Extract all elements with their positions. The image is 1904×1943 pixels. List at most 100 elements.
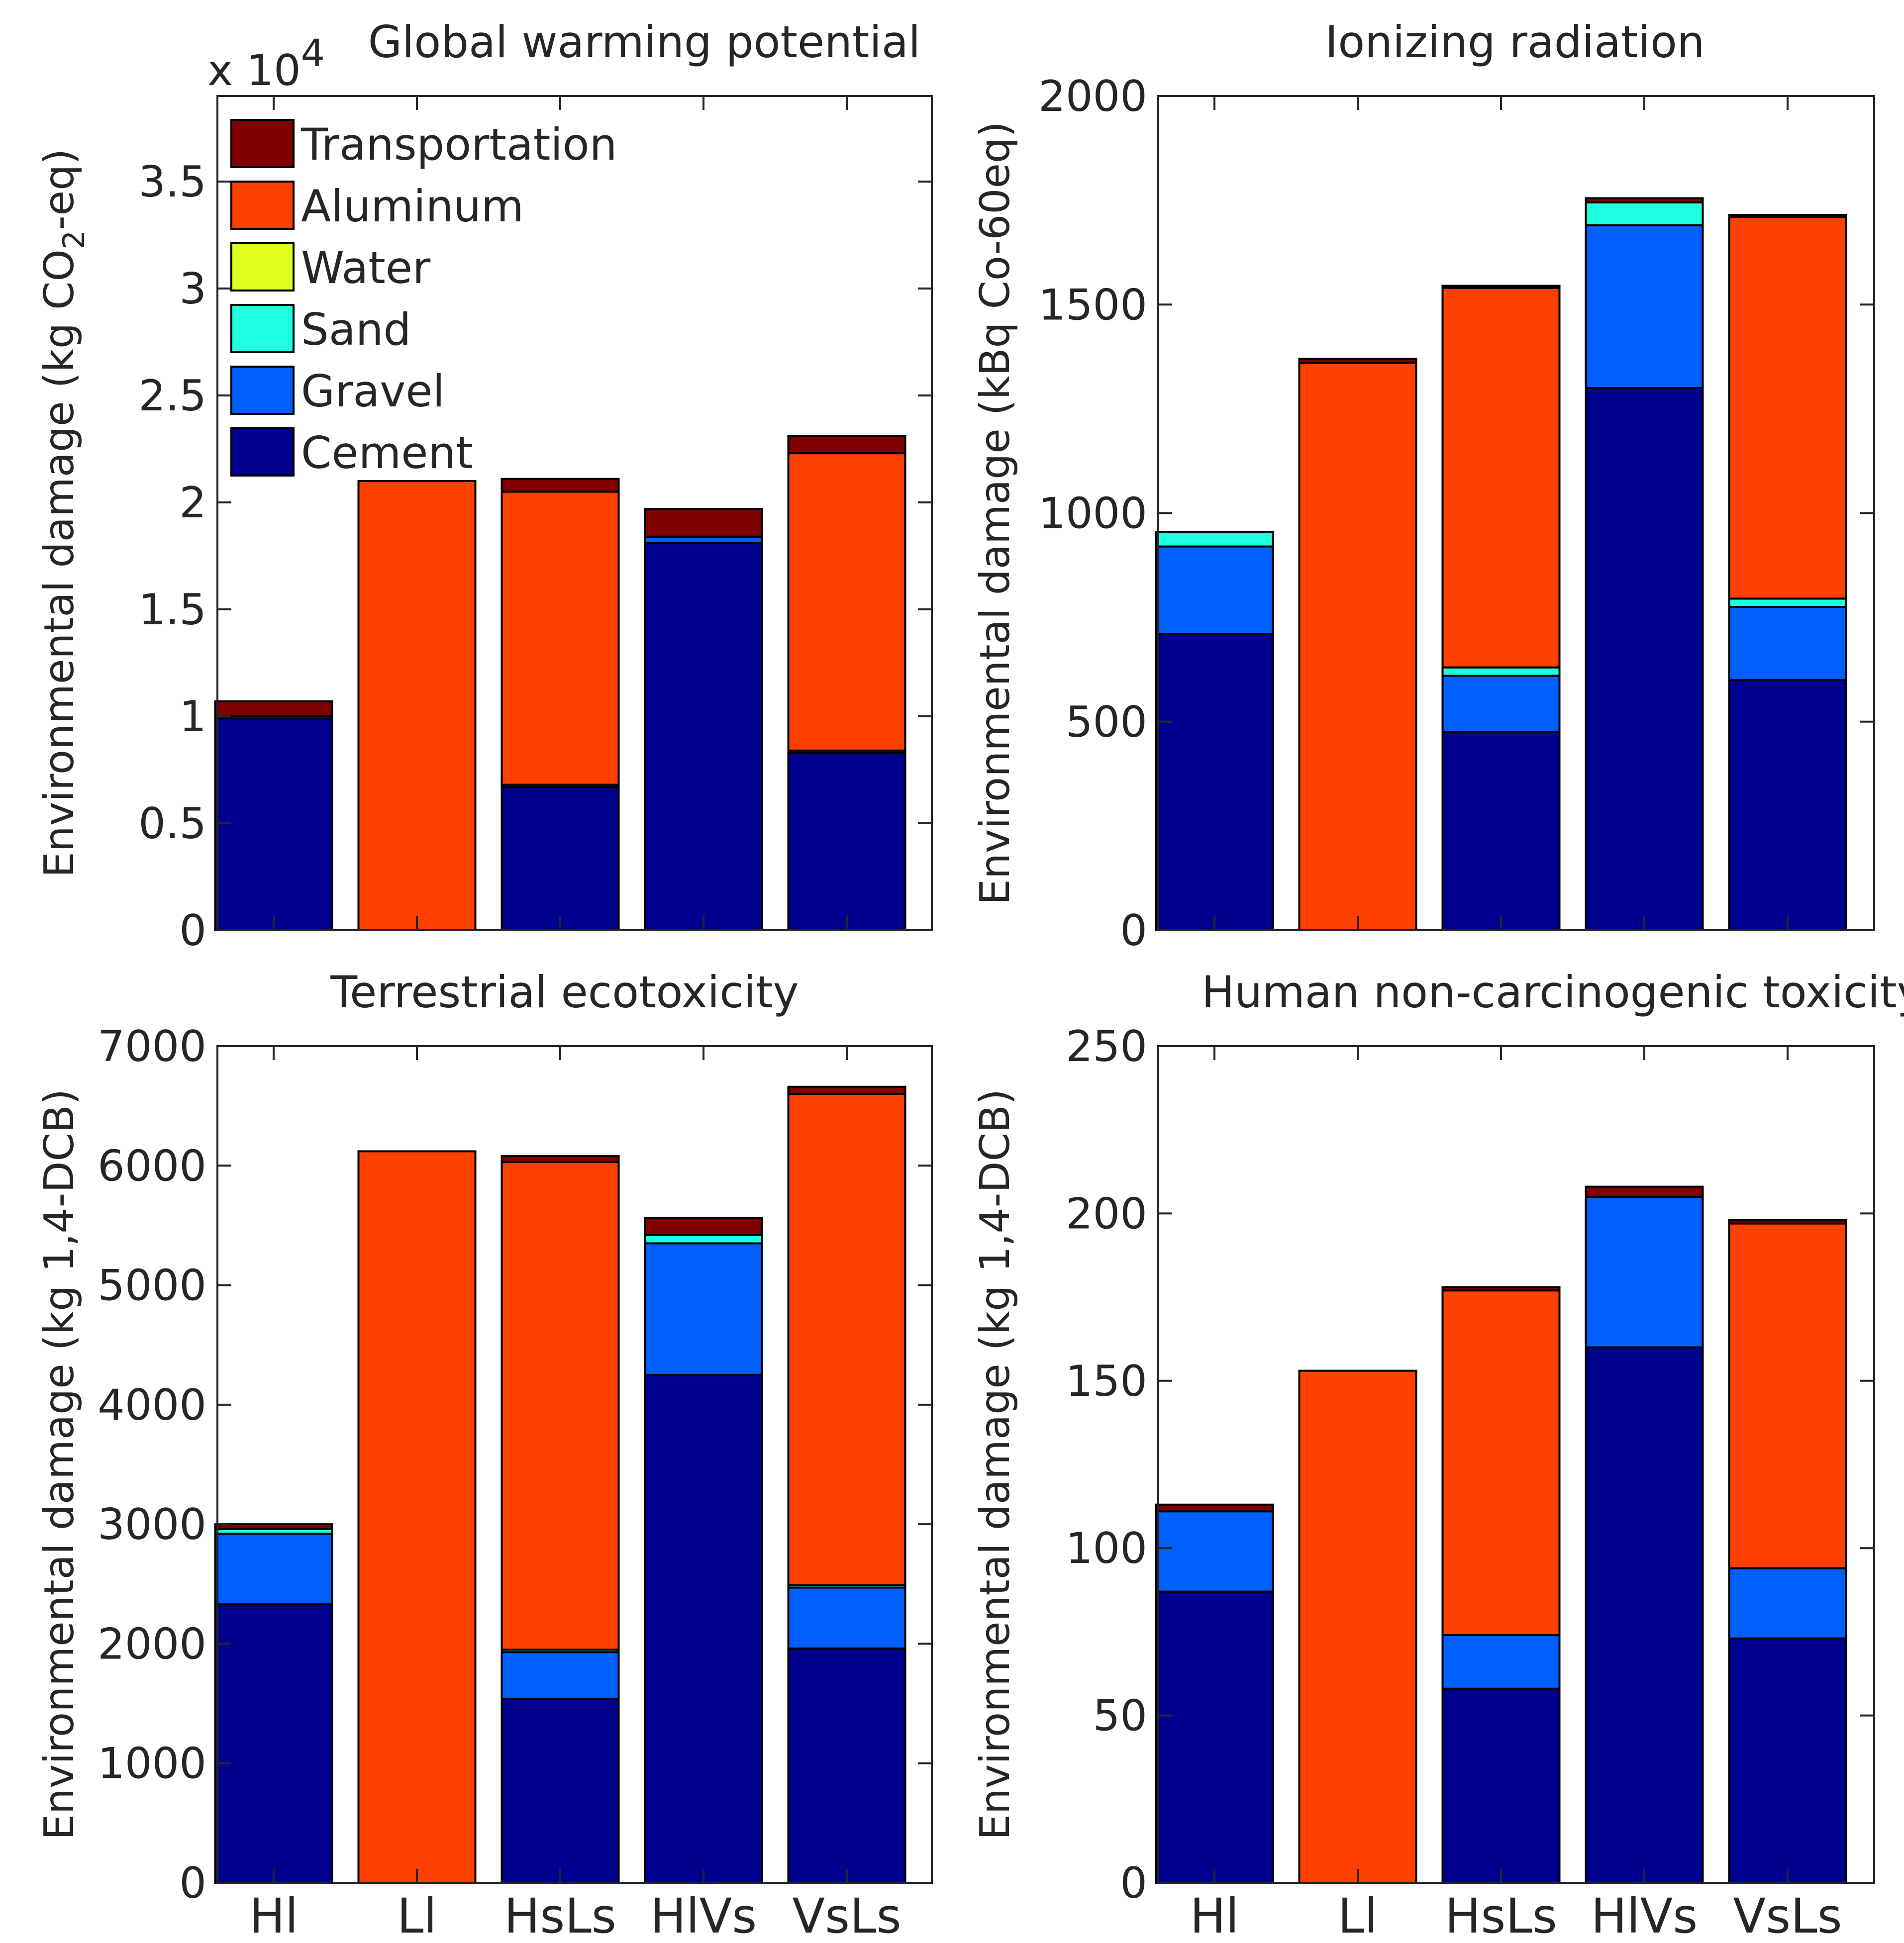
bar-segment-sand-vsls [1728, 597, 1847, 608]
x-tick-label-ll: Ll [1338, 1888, 1378, 1943]
bar-segment-aluminum-vsls [787, 1093, 906, 1586]
bar-segment-sand-hlvs [1585, 201, 1704, 226]
y-tick-label: 2000 [1038, 72, 1147, 121]
bar-segment-cement-vsls [787, 752, 906, 931]
y-axis-label: Environmental damage (kBq Co-60eq) [972, 121, 1019, 905]
axes-frame [1157, 1045, 1875, 1884]
chart-panel-2: 0 500 1000 1500 2000 Ionizing radiation Enviro… [972, 16, 1875, 956]
bar-segment-sand-hlvs [644, 1234, 763, 1245]
bar-segment-cement-hlvs [644, 1373, 763, 1884]
y-tick-label: 500 [1066, 697, 1147, 747]
y-tick-label: 3.5 [138, 157, 206, 207]
bar-segment-cement-hsls [1441, 1687, 1561, 1884]
legend-label-sand: Sand [301, 304, 411, 355]
legend: Transportation Aluminum Water Sand Gravel Cem… [230, 119, 617, 479]
y-tick-label: 0.5 [138, 799, 206, 849]
y-axis-label: Environmental damage (kg 1,4-DCB) [972, 1089, 1019, 1840]
bar-segment-cement-hlvs [1585, 387, 1704, 932]
y-tick-label: 7000 [98, 1022, 206, 1071]
chart-title: Global warming potential [368, 16, 920, 68]
bar-segment-transportation-vsls [1728, 213, 1847, 218]
bar-segment-gravel-hsls [1441, 1634, 1561, 1690]
x-tick-label-hlvs: HlVs [650, 1888, 757, 1943]
bar-segment-transportation-vsls [787, 435, 906, 455]
y-tick-label: 4000 [98, 1380, 206, 1430]
bar-segment-transportation-hlvs [1585, 197, 1704, 203]
y-tick-label: 2000 [98, 1619, 206, 1669]
bar-segment-transportation-hlvs [644, 1217, 763, 1236]
y-axis-label: Environmental damage (kg 1,4-DCB) [36, 1089, 83, 1840]
y-tick-label: 2.5 [138, 371, 206, 421]
bar-segment-gravel-hl [1155, 1510, 1274, 1593]
bar-segment-transportation-hsls [1441, 1286, 1561, 1292]
bar-segment-gravel-hl [214, 1533, 333, 1606]
x-tick-label-ll: Ll [397, 1888, 437, 1943]
bar-segment-aluminum-ll [1298, 362, 1417, 931]
bar-segment-sand-hsls [1441, 666, 1561, 677]
legend-label-water: Water [301, 242, 431, 293]
y-tick-label: 6000 [98, 1141, 206, 1191]
bar-segment-cement-hl [214, 717, 333, 932]
bar-segment-transportation-vsls [787, 1085, 906, 1095]
bar-segment-transportation-hl [1155, 1503, 1274, 1513]
axes-frame [216, 95, 933, 931]
chart-panel-3: 0 1000 2000 3000 4000 5000 6000 7000 Hl Ll HsLs HlV… [36, 967, 933, 1943]
x-tick-label-hlvs: HlVs [1591, 1888, 1698, 1943]
bar-segment-gravel-hlvs [1585, 224, 1704, 389]
y-multiplier: x 104 [207, 31, 325, 96]
y-tick-label: 0 [179, 1858, 206, 1908]
x-tick-label-hsls: HsLs [504, 1888, 616, 1943]
chart-panel-1: 0 0.5 1 1.5 2 2.5 3 3.5 Global warming potential… [36, 16, 933, 956]
bar-segment-transportation-hsls [1441, 285, 1561, 289]
y-tick-label: 50 [1093, 1691, 1147, 1741]
bar-segment-aluminum-vsls [1728, 216, 1847, 600]
y-axis-label: Environmental damage (kg CO2-eq) [36, 149, 92, 877]
bar-segment-aluminum-ll [357, 480, 477, 931]
bar-segment-aluminum-vsls [787, 452, 906, 752]
y-tick-label: 200 [1066, 1189, 1147, 1239]
y-tick-label: 0 [1120, 1858, 1147, 1908]
bar-segment-cement-hlvs [1585, 1346, 1704, 1884]
bar-segment-gravel-hlvs [1585, 1195, 1704, 1349]
bar-segment-transportation-hlvs [644, 507, 763, 538]
y-tick-label: 0 [1120, 906, 1147, 956]
y-tick-label: 150 [1066, 1357, 1147, 1406]
legend-swatch-transportation [230, 119, 295, 168]
bar-segment-gravel-hlvs [644, 1242, 763, 1376]
bar-segment-aluminum-ll [357, 1150, 477, 1884]
legend-swatch-cement [230, 427, 295, 477]
bar-segment-transportation-ll [1298, 358, 1417, 364]
bar-segment-aluminum-vsls [1728, 1222, 1847, 1569]
y-tick-label: 3 [179, 264, 206, 314]
legend-swatch-water [230, 242, 295, 291]
bar-segment-transportation-hsls [501, 478, 620, 493]
y-tick-label: 1.5 [138, 585, 206, 635]
bar-segment-cement-hl [214, 1603, 333, 1884]
axes-frame [216, 1045, 933, 1884]
bar-segment-gravel-hsls [1441, 675, 1561, 733]
y-tick-label: 1 [179, 692, 206, 742]
bar-segment-gravel-hl [1155, 545, 1274, 635]
chart-title: Human non-carcinogenic toxicity [1202, 967, 1904, 1018]
bar-segment-cement-hlvs [644, 542, 763, 931]
y-tick-label: 250 [1066, 1022, 1147, 1071]
y-tick-label: 1000 [1038, 489, 1147, 539]
chart-title: Ionizing radiation [1325, 16, 1704, 68]
bar-segment-transportation-hl [214, 1523, 333, 1530]
bar-segment-aluminum-ll [1298, 1369, 1417, 1884]
y-tick-label: 1500 [1038, 280, 1147, 330]
bar-segment-cement-hsls [501, 785, 620, 932]
legend-label-transportation: Transportation [301, 119, 617, 170]
chart-panel-4: 0 50 100 150 200 250 Hl Ll HsLs HlVs VsLs Human non… [972, 967, 1904, 1943]
bar-segment-cement-hl [1155, 633, 1274, 932]
y-tick-label: 0 [179, 906, 206, 956]
y-tick-label: 2 [179, 478, 206, 528]
bar-segment-aluminum-hsls [1441, 1289, 1561, 1637]
legend-label-cement: Cement [301, 427, 473, 479]
bar-segment-cement-vsls [1728, 679, 1847, 932]
bar-segment-gravel-vsls [1728, 1567, 1847, 1640]
x-tick-label-vsls: VsLs [792, 1888, 901, 1943]
chart-title: Terrestrial ecotoxicity [330, 967, 799, 1018]
x-tick-label-hsls: HsLs [1445, 1888, 1557, 1943]
y-tick-label: 1000 [98, 1739, 206, 1789]
